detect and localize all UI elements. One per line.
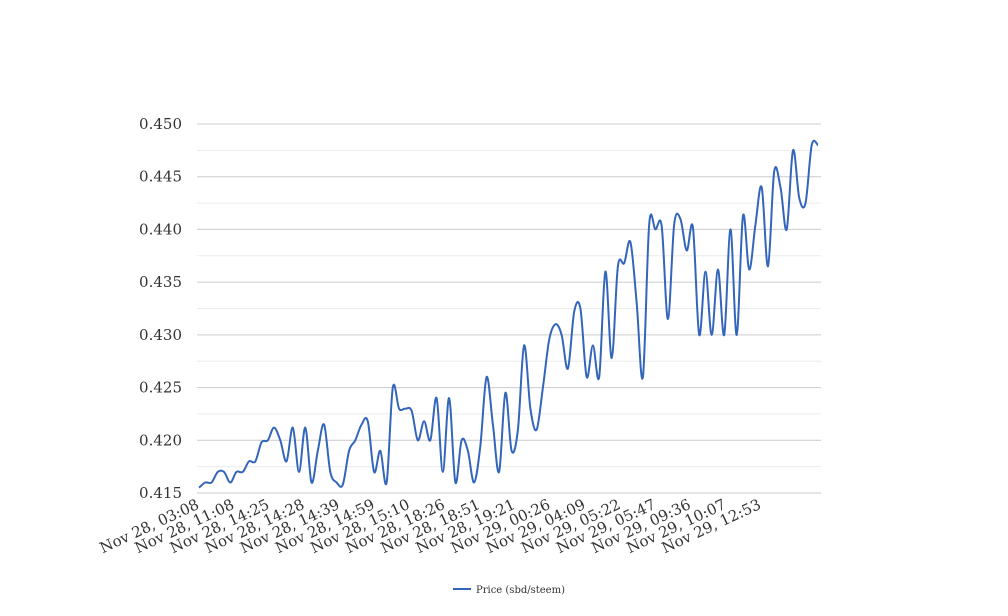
series-group	[198, 139, 819, 489]
series-line	[198, 139, 819, 489]
gridlines	[197, 123, 821, 494]
legend-label: Price (sbd/steem)	[476, 585, 565, 596]
y-tick-label: 0.425	[139, 379, 182, 397]
y-tick-label: 0.415	[139, 484, 182, 502]
y-tick-label: 0.420	[139, 431, 182, 449]
y-tick-label: 0.445	[139, 168, 182, 186]
legend: Price (sbd/steem)	[453, 585, 565, 596]
y-tick-label: 0.440	[139, 220, 182, 238]
y-axis-ticks: 0.450 0.445 0.440 0.435 0.430 0.425 0.420 0.415	[139, 115, 182, 502]
y-tick-label: 0.430	[139, 326, 182, 344]
y-tick-label: 0.450	[139, 115, 182, 133]
y-tick-label: 0.435	[139, 273, 182, 291]
